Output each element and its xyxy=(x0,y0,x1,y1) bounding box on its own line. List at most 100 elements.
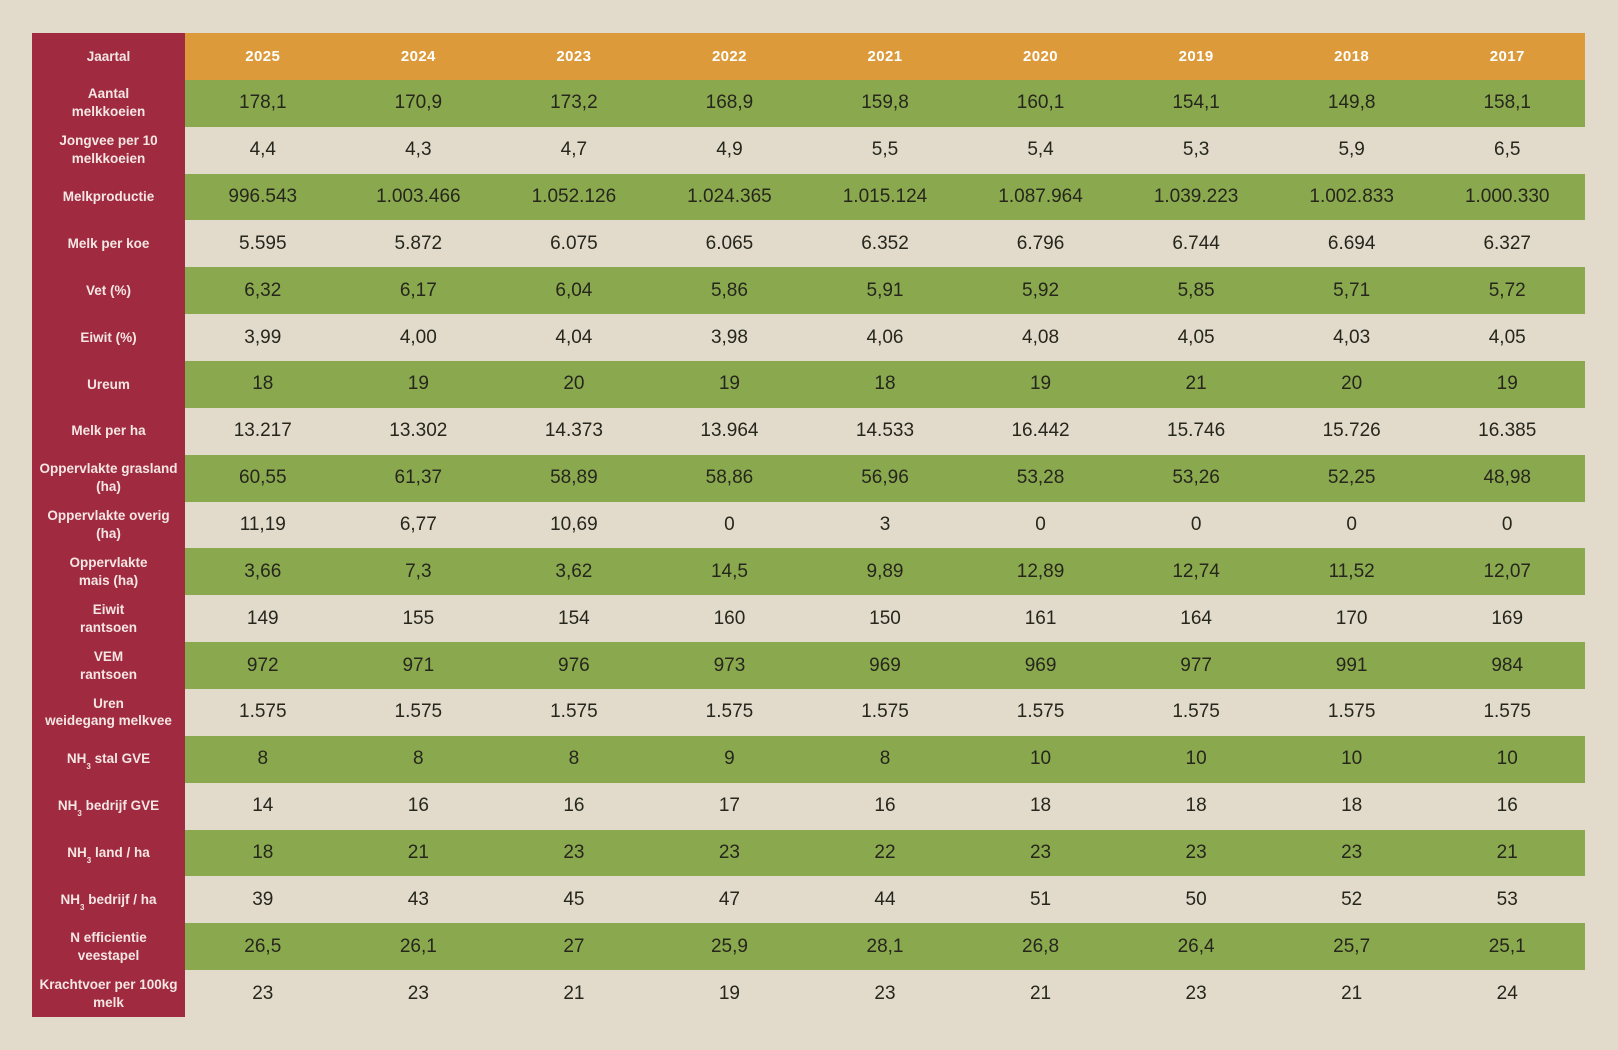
value-cell: 19 xyxy=(651,361,808,408)
row-label-line: rantsoen xyxy=(79,619,137,635)
row-label-line: Ureum xyxy=(87,376,130,392)
value-cell: 164 xyxy=(1180,607,1212,629)
value-cell: 51 xyxy=(1029,888,1052,910)
value-cell: 971 xyxy=(340,642,497,689)
value-cell: 4,06 xyxy=(866,326,904,348)
value-cell: 16 xyxy=(874,795,896,817)
value-cell: 26,1 xyxy=(340,923,497,971)
value-cell: 4,4 xyxy=(249,139,276,161)
row-label-line: N efficientie xyxy=(70,929,147,945)
value-cell: 47 xyxy=(718,888,740,910)
value-cell: 19 xyxy=(340,361,497,408)
value-cell: 12,89 xyxy=(962,548,1119,596)
row-label-line: Vet (%) xyxy=(85,282,131,298)
value-cell: 16 xyxy=(407,795,429,817)
value-cell: 45 xyxy=(563,888,585,910)
value-cell: 43 xyxy=(407,888,429,910)
row-label-line: NH3 land / ha xyxy=(67,845,150,865)
value-cell: 21 xyxy=(563,982,585,1004)
value-cell: 154,1 xyxy=(1118,79,1274,127)
value-cell: 160,1 xyxy=(962,79,1119,127)
value-cell: 1.575 xyxy=(550,701,598,723)
value-cell: 3,66 xyxy=(185,548,341,596)
subscript: 3 xyxy=(77,808,82,818)
value-cell: 178,1 xyxy=(185,79,341,127)
value-cell: 18 xyxy=(1185,795,1207,817)
value-cell: 8 xyxy=(807,735,963,783)
value-cell: 53 xyxy=(1496,888,1518,910)
row-label-line: NH3 bedrijf / ha xyxy=(60,891,157,912)
value-cell: 58,89 xyxy=(496,454,652,502)
value-cell: 3,62 xyxy=(496,548,652,596)
row-label-line: Krachtvoer per 100kg xyxy=(39,976,178,992)
value-cell: 21 xyxy=(1029,982,1052,1004)
value-cell: 984 xyxy=(1429,642,1585,689)
value-cell: 23 xyxy=(651,829,808,877)
value-cell: 18 xyxy=(185,829,341,877)
value-cell: 16.442 xyxy=(1011,420,1070,442)
value-cell: 11,19 xyxy=(239,513,286,535)
value-cell: 6.075 xyxy=(550,232,598,254)
value-cell: 1.015.124 xyxy=(807,173,963,221)
value-cell: 10 xyxy=(1273,735,1430,783)
value-cell: 14,5 xyxy=(651,548,808,596)
value-cell: 22 xyxy=(807,829,963,877)
value-cell: 23 xyxy=(874,982,896,1004)
kpi-table: Jaartal 2025 2024 2023 2022 2021 2020 2019 2018 2… xyxy=(32,33,1585,1017)
value-cell: 21 xyxy=(1429,829,1585,877)
row-label-line: veestapel xyxy=(77,947,140,963)
value-cell: 18 xyxy=(185,361,341,408)
value-cell: 5,9 xyxy=(1338,139,1365,161)
value-cell: 23 xyxy=(252,982,274,1004)
value-cell: 969 xyxy=(807,642,963,689)
value-cell: 4,9 xyxy=(716,139,743,161)
value-cell: 1.575 xyxy=(239,701,287,723)
value-cell: 10,69 xyxy=(550,513,598,535)
row-label-line: Oppervlakte grasland xyxy=(39,461,178,477)
value-cell: 991 xyxy=(1273,642,1430,689)
value-cell: 60,55 xyxy=(185,454,341,502)
value-cell: 155 xyxy=(402,607,435,629)
row-label-line: NH3 bedrijf GVE xyxy=(57,798,160,818)
row-label-line: Melkproductie xyxy=(62,189,155,205)
value-cell: 24 xyxy=(1496,982,1518,1004)
year-header: 2025 xyxy=(185,33,341,80)
year-header: 2024 xyxy=(340,33,497,80)
row-label: NH3 stal GVE xyxy=(32,735,185,783)
row-label: NH3 bedrijf / ha xyxy=(32,876,185,924)
row-label: NH3 bedrijf GVE xyxy=(32,782,185,830)
year-header: 2022 xyxy=(651,33,808,80)
value-cell: 19 xyxy=(1429,361,1585,408)
value-cell: 1.024.365 xyxy=(651,173,808,221)
year-header: 2017 xyxy=(1429,33,1585,80)
value-cell: 5,91 xyxy=(807,267,963,315)
year-header: 2021 xyxy=(807,33,963,80)
value-cell: 58,86 xyxy=(651,454,808,502)
value-cell: 4,03 xyxy=(1333,326,1371,348)
value-cell: 160 xyxy=(713,607,746,629)
value-cell: 25,9 xyxy=(651,923,808,971)
value-cell: 44 xyxy=(874,888,896,910)
value-cell: 23 xyxy=(1185,982,1207,1004)
value-cell: 16 xyxy=(1496,795,1518,817)
value-cell: 9,89 xyxy=(807,548,963,596)
row-label-line: Uren xyxy=(93,695,124,711)
value-cell: 6.694 xyxy=(1327,232,1376,254)
value-cell: 4,00 xyxy=(399,326,437,348)
subscript: 3 xyxy=(86,762,91,772)
row-label-line: melkkoeien xyxy=(71,104,146,120)
value-cell: 4,05 xyxy=(1488,326,1526,348)
value-cell: 20 xyxy=(496,361,652,408)
value-cell: 0 xyxy=(724,513,735,535)
value-cell: 10 xyxy=(1429,735,1585,783)
row-label: NH3 land / ha xyxy=(32,829,185,877)
value-cell: 972 xyxy=(185,642,341,689)
value-cell: 150 xyxy=(869,607,901,629)
value-cell: 0 xyxy=(1346,513,1357,535)
row-label: Eiwit rantsoen xyxy=(32,595,185,643)
value-cell: 169 xyxy=(1491,607,1524,629)
row-label: Melk per koe xyxy=(32,220,185,268)
value-cell: 5,3 xyxy=(1182,139,1210,161)
row-label: Ureum xyxy=(32,361,185,408)
value-cell: 1.575 xyxy=(705,701,754,723)
